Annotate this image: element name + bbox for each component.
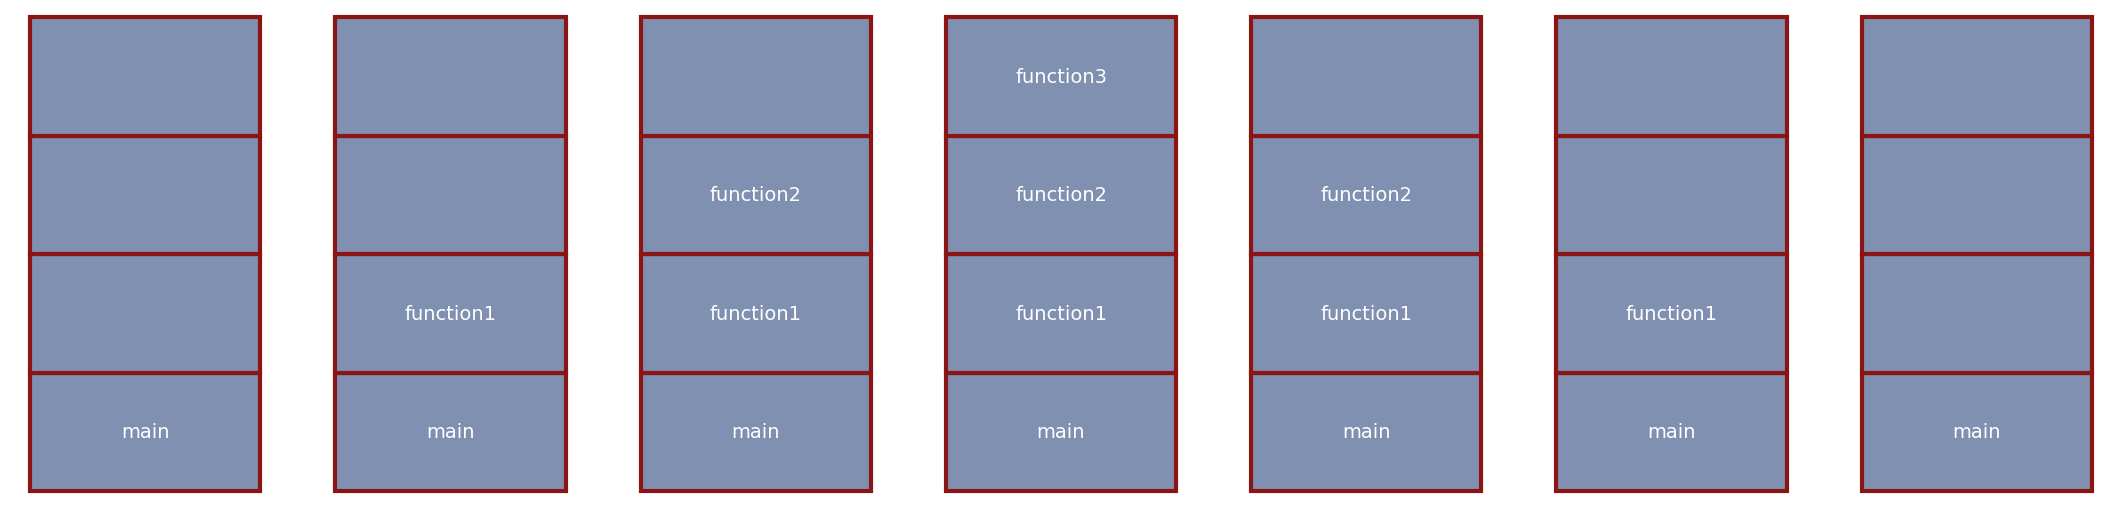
Text: main: main [1341, 422, 1390, 441]
Text: main: main [427, 422, 475, 441]
Bar [30, 254, 261, 373]
Bar [1861, 136, 2092, 254]
Text: function2: function2 [709, 186, 802, 205]
Bar [641, 254, 870, 373]
Bar [946, 373, 1176, 491]
Text: function1: function1 [1320, 304, 1413, 323]
Bar [1861, 254, 2092, 373]
Bar [641, 18, 870, 136]
Text: function2: function2 [1320, 186, 1413, 205]
Bar [1861, 373, 2092, 491]
Text: function1: function1 [1014, 304, 1108, 323]
Text: function2: function2 [1014, 186, 1108, 205]
Text: main: main [1952, 422, 2001, 441]
Text: function3: function3 [1014, 68, 1108, 87]
Bar [335, 254, 567, 373]
Text: main: main [732, 422, 781, 441]
Bar [946, 254, 1176, 373]
Bar [1555, 254, 1787, 373]
Bar [1555, 18, 1787, 136]
Bar [946, 18, 1176, 136]
Bar [1861, 18, 2092, 136]
Bar [1555, 136, 1787, 254]
Bar [30, 373, 261, 491]
Bar [335, 136, 567, 254]
Bar [1252, 373, 1481, 491]
Text: main: main [1647, 422, 1695, 441]
Bar [1252, 136, 1481, 254]
Bar [335, 373, 567, 491]
Text: main: main [121, 422, 170, 441]
Bar [641, 373, 870, 491]
Text: function1: function1 [405, 304, 497, 323]
Bar [30, 18, 261, 136]
Bar [1555, 373, 1787, 491]
Bar [1252, 254, 1481, 373]
Bar [30, 136, 261, 254]
Bar [1252, 18, 1481, 136]
Bar [641, 136, 870, 254]
Text: function1: function1 [709, 304, 802, 323]
Bar [946, 136, 1176, 254]
Bar [335, 18, 567, 136]
Text: main: main [1038, 422, 1084, 441]
Text: function1: function1 [1625, 304, 1717, 323]
